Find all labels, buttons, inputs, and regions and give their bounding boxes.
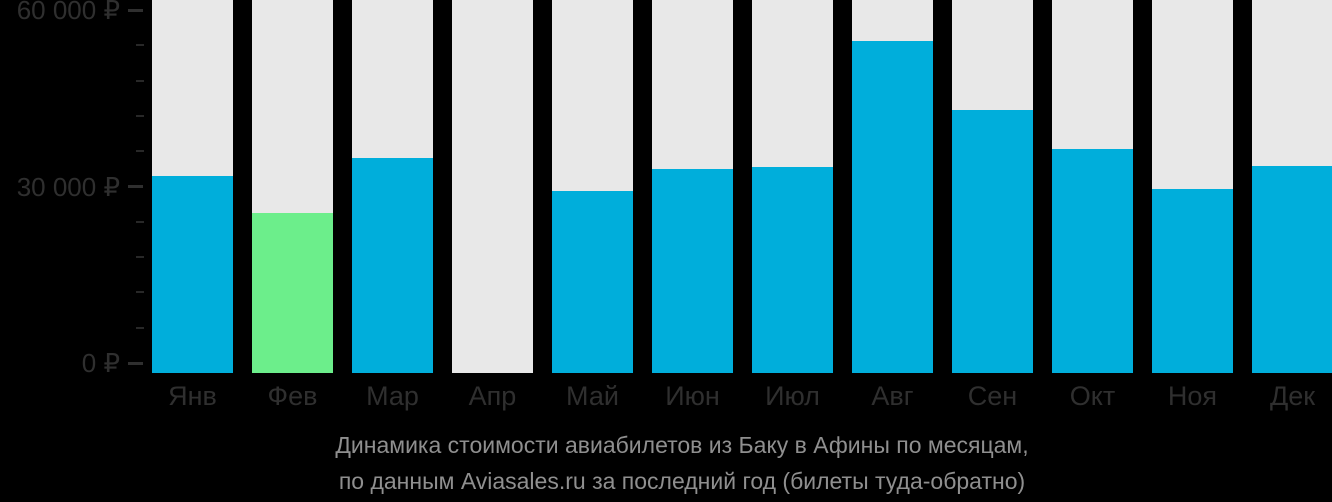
y-axis-label: 60 000 ₽: [16, 0, 120, 25]
bar-jun[interactable]: [652, 168, 733, 373]
chart-caption: Динамика стоимости авиабилетов из Баку в…: [16, 427, 1332, 499]
bar-aug[interactable]: [852, 41, 933, 373]
bar-nov[interactable]: [1152, 188, 1233, 373]
chart-caption-line-1: Динамика стоимости авиабилетов из Баку в…: [335, 432, 1029, 458]
bar-dec[interactable]: [1252, 165, 1332, 373]
chart-caption-line-2: по данным Aviasales.ru за последний год …: [338, 468, 1026, 494]
column-track-apr: [452, 0, 533, 373]
y-axis-tick-minor: [136, 44, 144, 47]
x-axis-label-dec: Дек: [1269, 381, 1316, 411]
x-axis-label-may: Май: [566, 381, 619, 411]
y-axis-tick-minor: [136, 291, 144, 294]
bar-oct[interactable]: [1052, 148, 1133, 373]
y-axis-tick-minor: [136, 150, 144, 153]
x-axis-label-feb: Фев: [267, 381, 318, 411]
y-axis-tick-minor: [136, 220, 144, 223]
bar-jan[interactable]: [152, 175, 233, 373]
x-axis-label-mar: Мар: [366, 381, 419, 411]
bar-feb[interactable]: [252, 212, 333, 373]
bar-may[interactable]: [552, 191, 633, 373]
bar-jul[interactable]: [752, 167, 833, 373]
y-axis-label: 30 000 ₽: [16, 171, 120, 202]
bar-sep[interactable]: [952, 110, 1033, 373]
x-axis-label-jun: Июн: [665, 381, 720, 411]
x-axis-label-jan: Янв: [168, 381, 217, 411]
y-axis-tick-major: [128, 361, 143, 365]
y-axis-tick-minor: [136, 256, 144, 259]
x-axis-label-jul: Июл: [765, 381, 820, 411]
bar-mar[interactable]: [352, 158, 433, 373]
y-axis-tick-minor: [136, 326, 144, 329]
x-axis-label-apr: Апр: [468, 381, 517, 411]
y-axis-tick-major: [128, 185, 143, 188]
x-axis-label-sep: Сен: [967, 381, 1018, 411]
x-axis-label-aug: Авг: [871, 381, 914, 411]
y-axis-tick-minor: [136, 79, 144, 82]
y-axis-label: 0 ₽: [81, 348, 120, 378]
x-axis-label-nov: Ноя: [1167, 381, 1218, 411]
y-axis-tick-minor: [136, 114, 144, 117]
y-axis-tick-major: [128, 8, 143, 12]
x-axis-label-oct: Окт: [1069, 381, 1116, 411]
